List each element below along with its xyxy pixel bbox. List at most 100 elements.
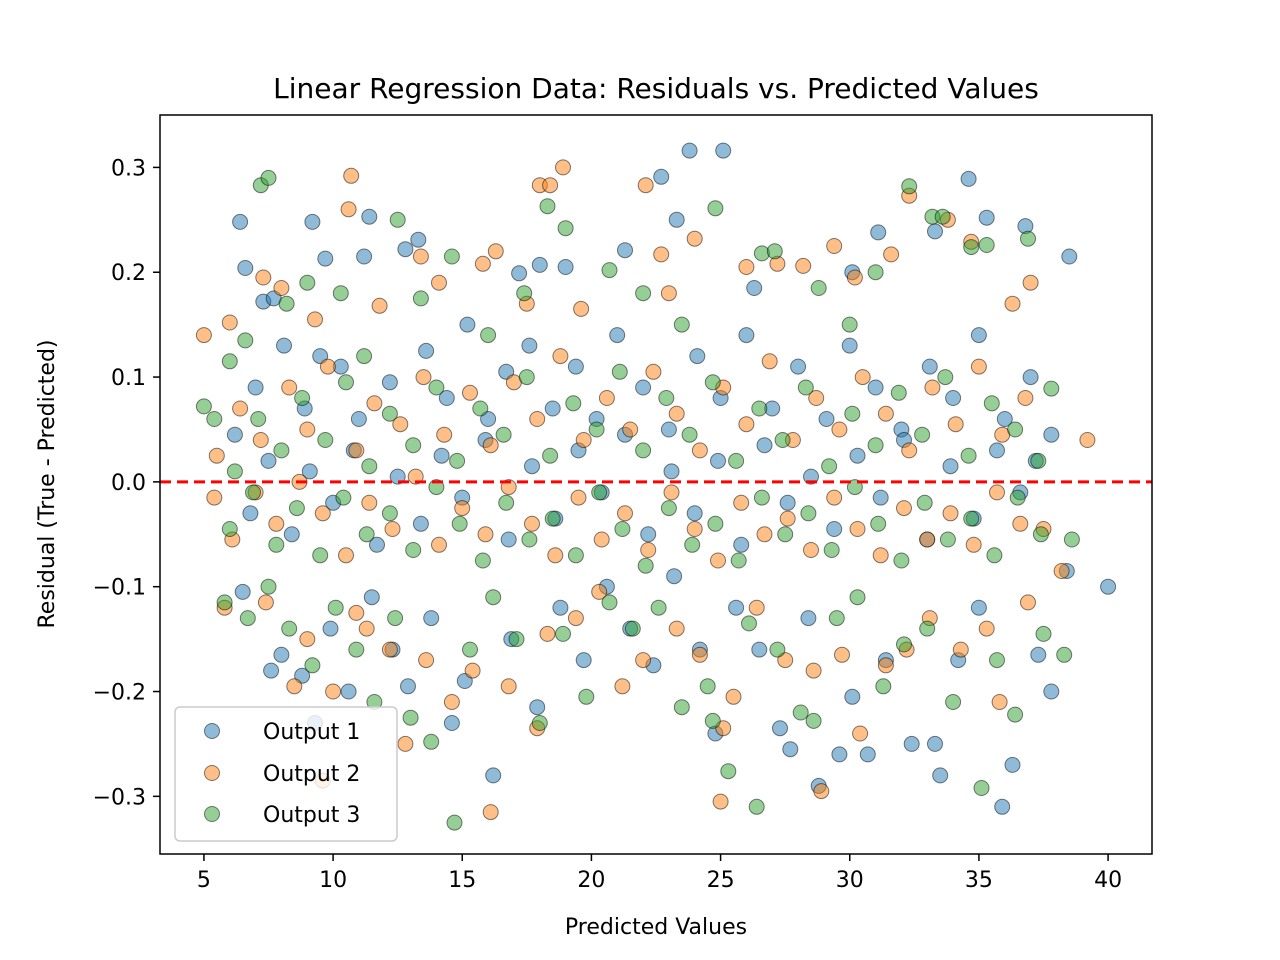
point-output-2-68 <box>1079 432 1096 448</box>
point-output-1-121 <box>728 599 745 616</box>
point-output-1-68 <box>389 468 406 485</box>
point-output-1-131 <box>903 735 920 752</box>
point-output-2-114 <box>381 641 398 658</box>
point-output-1-40 <box>544 400 561 417</box>
point-output-3-116 <box>423 733 440 750</box>
x-tick-label: 15 <box>448 868 476 893</box>
point-output-3-122 <box>555 625 571 642</box>
point-output-2-93 <box>756 526 773 543</box>
point-output-2-145 <box>1053 563 1070 579</box>
point-output-3-2 <box>221 353 238 370</box>
point-output-2-34 <box>252 432 269 448</box>
legend: Output 1 Output 2 Output 3 <box>174 706 398 842</box>
point-output-1-60 <box>1043 426 1060 443</box>
point-output-2-134 <box>805 662 822 679</box>
point-output-3-127 <box>673 699 690 716</box>
point-output-3-17 <box>601 262 618 279</box>
point-output-1-53 <box>867 379 884 396</box>
point-output-2-76 <box>361 494 378 511</box>
point-output-3-140 <box>919 620 936 637</box>
point-output-1-10 <box>511 265 528 282</box>
point-output-3-20 <box>707 200 724 217</box>
point-output-3-8 <box>332 285 349 302</box>
point-output-3-136 <box>828 610 845 627</box>
point-output-1-98 <box>263 662 280 679</box>
point-output-3-94 <box>800 505 817 522</box>
point-output-1-67 <box>369 536 385 553</box>
x-tick-label: 25 <box>707 868 735 893</box>
point-output-3-15 <box>539 198 556 215</box>
point-output-3-65 <box>960 447 977 464</box>
point-output-1-81 <box>686 505 703 522</box>
point-output-1-127 <box>831 746 848 763</box>
point-output-3-58 <box>797 379 814 396</box>
point-output-2-42 <box>436 426 453 443</box>
point-output-3-59 <box>821 458 838 475</box>
point-output-3-137 <box>849 589 866 606</box>
point-output-2-46 <box>529 411 546 427</box>
point-output-3-77 <box>405 542 422 558</box>
point-output-2-50 <box>622 421 639 438</box>
point-output-3-128 <box>699 678 716 695</box>
point-output-1-21 <box>927 223 943 240</box>
point-output-3-101 <box>963 510 980 527</box>
point-output-1-34 <box>418 342 435 359</box>
point-output-1-15 <box>668 211 685 228</box>
legend-label-output-1: Output 1 <box>263 720 360 745</box>
point-output-2-80 <box>454 500 471 517</box>
point-output-3-60 <box>844 405 861 422</box>
point-output-1-5 <box>317 250 334 267</box>
point-output-2-24 <box>826 238 843 254</box>
point-output-3-123 <box>578 688 595 705</box>
x-tick-label: 5 <box>197 868 211 893</box>
point-output-1-94 <box>989 442 1005 459</box>
point-output-3-14 <box>516 285 533 302</box>
point-output-1-56 <box>945 390 962 406</box>
point-output-2-126 <box>635 652 652 669</box>
point-output-2-47 <box>552 348 569 365</box>
point-output-2-25 <box>846 269 863 286</box>
point-output-2-132 <box>748 599 765 616</box>
x-tick-label: 35 <box>965 868 993 893</box>
point-output-2-101 <box>942 505 959 522</box>
point-output-3-73 <box>312 547 329 564</box>
point-output-3-83 <box>544 510 561 527</box>
point-output-1-110 <box>485 767 502 784</box>
point-output-1-41 <box>567 358 584 375</box>
point-output-2-128 <box>691 646 708 663</box>
point-output-3-141 <box>945 694 962 710</box>
point-output-2-85 <box>570 489 587 506</box>
point-output-3-88 <box>660 500 677 517</box>
point-output-3-86 <box>614 521 631 537</box>
point-output-2-21 <box>738 259 755 275</box>
legend-marker-output-2 <box>204 765 220 781</box>
point-output-1-6 <box>361 208 378 225</box>
point-output-3-1 <box>206 411 223 427</box>
point-output-1-123 <box>772 720 788 737</box>
plot-frame <box>159 114 1153 855</box>
point-output-2-144 <box>1020 594 1036 611</box>
point-output-2-127 <box>668 620 685 637</box>
point-output-1-83 <box>733 536 750 553</box>
point-output-2-43 <box>462 384 478 401</box>
point-output-3-35 <box>273 442 290 459</box>
point-output-2-37 <box>319 358 336 375</box>
y-tick-label: 0.3 <box>111 156 146 181</box>
point-output-3-26 <box>901 178 918 195</box>
point-output-2-11 <box>487 243 504 260</box>
point-output-3-109 <box>281 620 298 637</box>
point-output-3-53 <box>681 426 698 443</box>
point-output-3-64 <box>937 369 954 386</box>
point-output-1-102 <box>322 620 339 637</box>
point-output-3-129 <box>704 712 721 729</box>
point-output-3-90 <box>707 515 724 532</box>
point-output-2-33 <box>232 400 249 417</box>
series-output-3 <box>195 169 1080 831</box>
chart-title: Linear Regression Data: Residuals vs. Pr… <box>273 72 1039 105</box>
point-output-1-45 <box>660 421 677 438</box>
point-output-1-9 <box>410 231 427 248</box>
point-output-1-86 <box>803 468 819 485</box>
point-output-3-5 <box>260 169 277 186</box>
legend-marker-output-1 <box>204 723 220 739</box>
series-output-2 <box>195 159 1096 821</box>
